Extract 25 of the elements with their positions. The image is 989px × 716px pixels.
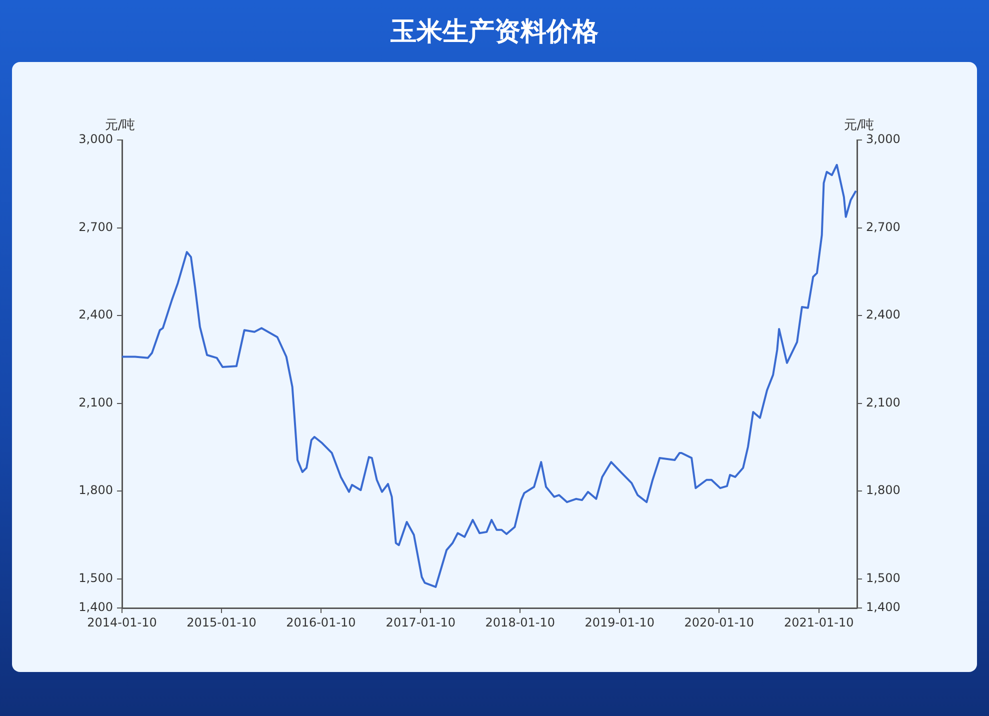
y2-tick-label: 2,100 [866,395,900,410]
x-tick-label: 2018-01-10 [485,615,556,630]
chart-title: 玉米生产资料价格 [390,16,600,49]
x-tick-label: 2015-01-10 [186,615,256,630]
y2-tick-label: 1,400 [866,600,900,614]
y-tick-label: 2,100 [78,395,113,410]
x-tick-label: 2016-01-10 [286,615,356,630]
y2-tick-label: 2,400 [866,308,900,322]
y2-tick-label: 3,000 [866,132,900,146]
x-tick-label: 2017-01-10 [386,615,456,630]
y-tick-label: 1,500 [78,570,113,585]
y2-axis-title: 元/吨 [844,118,874,133]
y-tick-label: 1,800 [78,483,113,498]
x-tick-label: 2020-01-10 [684,615,754,630]
y-tick-label: 2,400 [78,308,113,322]
y-tick-label: 1,400 [78,600,113,614]
y-axis-title: 元/吨 [104,118,136,133]
x-tick-label: 2019-01-10 [584,615,655,630]
y2-tick-label: 1,500 [866,570,900,585]
y-tick-label: 2,700 [78,220,113,234]
y2-tick-label: 2,700 [866,220,900,234]
x-tick-label: 2021-01-10 [784,615,854,630]
y2-tick-label: 1,800 [866,483,900,498]
x-tick-label: 2014-01-10 [87,615,157,630]
y-tick-label: 3,000 [78,132,113,146]
